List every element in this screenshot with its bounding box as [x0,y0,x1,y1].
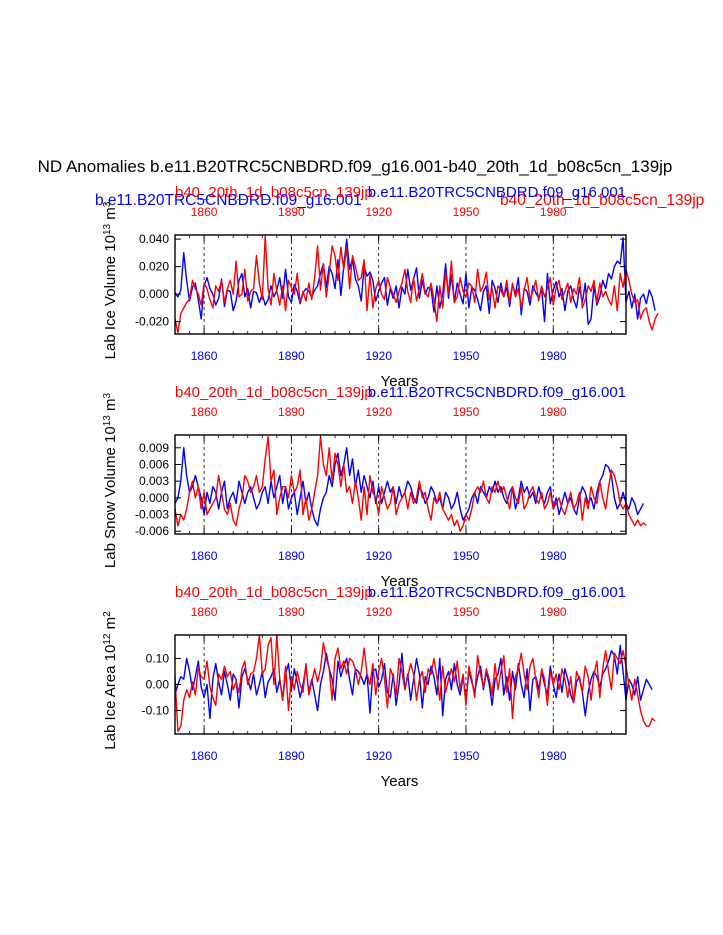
panel-title-right: b.e11.B20TRC5CNBDRD.f09_g16.001 [368,384,626,401]
plot-frame [174,234,627,335]
x-tick-label-bottom: 1980 [540,749,567,763]
y-axis-label: Lab Ice Volume 1013 m3 [102,201,120,359]
panel-title-left: b40_20th_1d_b08c5cn_139jp [175,184,373,201]
x-tick-label-bottom: 1950 [453,749,480,763]
x-tick-label-bottom: 1860 [191,749,218,763]
y-axis-label: Lab Snow Volume 1013 m3 [102,392,120,568]
x-tick-label-top: 1950 [453,205,480,219]
panel-title-right: b.e11.B20TRC5CNBDRD.f09_g16.001 [368,184,626,201]
y-tick-label: -0.006 [135,524,169,538]
x-tick-label-top: 1920 [365,605,392,619]
y-axis-label-unit-exponent: 3 [102,392,113,398]
y-axis-label-unit: m [102,617,119,634]
y-axis-label-unit: m [102,207,119,224]
x-tick-label-top: 1860 [191,405,218,419]
x-tick-label-top: 1890 [278,205,305,219]
x-axis-label: Years [381,373,419,390]
x-tick-label-bottom: 1890 [278,349,305,363]
y-axis-label-unit: m [102,398,119,415]
x-tick-label-top: 1860 [191,605,218,619]
y-tick-label: 0.006 [139,457,169,471]
y-tick-label: 0.009 [139,441,169,455]
x-tick-label-top: 1980 [540,405,567,419]
plot-frame [174,434,627,535]
x-tick-label-top: 1890 [278,605,305,619]
x-tick-label-top: 1950 [453,405,480,419]
x-tick-label-top: 1920 [365,205,392,219]
y-tick-label: 0.003 [139,474,169,488]
x-tick-label-bottom: 1980 [540,349,567,363]
header-left-blue: b.e11.B20TRC5CNBDRD.f09_g16.001 [95,192,362,209]
y-axis-label: Lab Ice Area 1012 m2 [102,611,120,750]
y-tick-label: 0.040 [139,232,169,246]
x-tick-label-top: 1980 [540,205,567,219]
y-axis-label-exponent: 12 [102,633,113,645]
y-tick-label: -0.020 [135,315,169,329]
y-tick-label: 0.10 [146,651,170,665]
y-tick-label: -0.10 [142,704,170,718]
x-tick-label-bottom: 1890 [278,549,305,563]
snow-volume-panel: b40_20th_1d_b08c5cn_139jpb.e11.B20TRC5CN… [102,384,647,590]
y-axis-label-exponent: 13 [102,415,113,427]
x-tick-label-bottom: 1920 [365,349,392,363]
x-tick-label-bottom: 1920 [365,549,392,563]
series-red-line [174,235,659,334]
panel-title-left: b40_20th_1d_b08c5cn_139jp [175,584,373,601]
figure-title: ND Anomalies b.e11.B20TRC5CNBDRD.f09_g16… [38,157,673,176]
x-tick-label-bottom: 1890 [278,749,305,763]
panel-title-left: b40_20th_1d_b08c5cn_139jp [175,384,373,401]
series-blue-line [174,447,645,527]
x-tick-label-top: 1920 [365,405,392,419]
x-tick-label-bottom: 1950 [453,349,480,363]
header-right-red: b40_20th_1d_b08c5cn_139jp [500,192,704,209]
x-tick-label-bottom: 1860 [191,549,218,563]
x-tick-label-top: 1860 [191,205,218,219]
y-axis-label-unit-exponent: 2 [102,611,113,617]
x-tick-label-bottom: 1860 [191,349,218,363]
panel-title-right: b.e11.B20TRC5CNBDRD.f09_g16.001 [368,584,626,601]
series-blue-line [174,237,656,326]
series-red-line [174,435,647,532]
x-tick-label-bottom: 1980 [540,549,567,563]
y-axis-label-exponent: 13 [102,223,113,235]
y-axis-label-unit-exponent: 3 [102,201,113,207]
y-tick-label: -0.003 [135,508,169,522]
y-tick-label: 0.000 [139,287,169,301]
y-tick-label: 0.00 [146,678,170,692]
ice-volume-panel: b40_20th_1d_b08c5cn_139jpb.e11.B20TRC5CN… [102,184,659,390]
y-tick-label: 0.020 [139,260,169,274]
ice-area-panel: b40_20th_1d_b08c5cn_139jpb.e11.B20TRC5CN… [102,584,656,790]
x-axis-label: Years [381,573,419,590]
x-tick-label-top: 1950 [453,605,480,619]
x-tick-label-bottom: 1920 [365,749,392,763]
y-tick-label: 0.000 [139,491,169,505]
y-axis-label-text: Lab Snow Volume 10 [102,426,119,568]
x-axis-label: Years [381,773,419,790]
y-axis-label-text: Lab Ice Area 10 [102,645,119,750]
x-tick-label-top: 1980 [540,605,567,619]
x-tick-label-top: 1890 [278,405,305,419]
series-red-line [174,634,656,733]
x-tick-label-bottom: 1950 [453,549,480,563]
y-axis-label-text: Lab Ice Volume 10 [102,235,119,359]
